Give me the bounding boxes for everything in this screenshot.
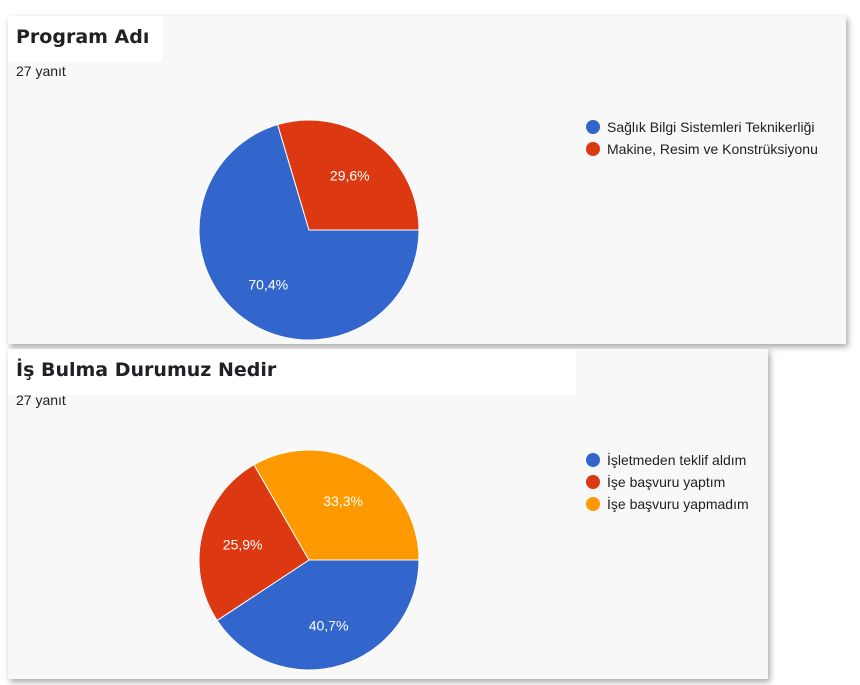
legend-item[interactable]: İşe başvuru yapmadım (586, 493, 749, 515)
legend: İşletmeden teklif aldım İşe başvuru yaptı… (586, 449, 749, 515)
response-count: 27 yanıt (16, 392, 66, 408)
slice-percent-label: 40,7% (309, 617, 349, 633)
pie-slice[interactable] (198, 123, 420, 341)
legend-item[interactable]: Sağlık Bilgi Sistemleri Teknikerliği (586, 116, 818, 138)
legend-swatch (586, 142, 600, 156)
legend-item[interactable]: İşletmeden teklif aldım (586, 449, 749, 471)
legend-label: İşletmeden teklif aldım (607, 452, 747, 468)
legend-label: İşe başvuru yapmadım (607, 496, 749, 512)
legend-swatch (586, 120, 600, 134)
legend-item[interactable]: Makine, Resim ve Konstrüksiyonu (586, 138, 818, 160)
slice-percent-label: 33,3% (323, 493, 363, 509)
response-count: 27 yanıt (16, 63, 66, 79)
slice-percent-label: 70,4% (248, 277, 288, 293)
pie-chart: 70,4% 29,6% (198, 119, 420, 341)
legend-label: Sağlık Bilgi Sistemleri Teknikerliği (607, 119, 815, 135)
legend-swatch (586, 475, 600, 489)
card-title-background (8, 16, 163, 62)
legend: Sağlık Bilgi Sistemleri Teknikerliği Maki… (586, 116, 818, 160)
legend-label: Makine, Resim ve Konstrüksiyonu (607, 141, 818, 157)
chart-card-job-status: İş Bulma Durumuz Nedir 27 yanıt 40,7% 25,… (8, 349, 768, 679)
chart-title: Program Adı (16, 26, 150, 48)
pie-chart: 40,7% 25,9% 33,3% (198, 449, 420, 671)
card-title-background (8, 349, 576, 395)
pie-slice[interactable] (277, 119, 420, 231)
slice-percent-label: 29,6% (330, 167, 370, 183)
slice-percent-label: 25,9% (223, 536, 263, 552)
pie-slice[interactable] (198, 464, 310, 622)
chart-card-program: Program Adı 27 yanıt 70,4% 29,6% Sağlık B… (8, 16, 846, 344)
legend-label: İşe başvuru yaptım (607, 474, 726, 490)
legend-item[interactable]: İşe başvuru yaptım (586, 471, 749, 493)
pie-slice[interactable] (253, 449, 420, 561)
chart-title: İş Bulma Durumuz Nedir (16, 359, 277, 381)
legend-swatch (586, 497, 600, 511)
legend-swatch (586, 453, 600, 467)
